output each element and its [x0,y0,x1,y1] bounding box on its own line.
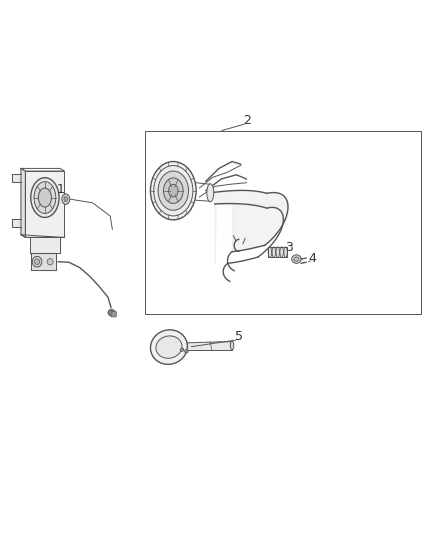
Ellipse shape [64,197,67,201]
Ellipse shape [108,310,115,316]
Ellipse shape [268,247,272,257]
Text: 2: 2 [244,114,251,127]
FancyBboxPatch shape [111,312,116,317]
Ellipse shape [276,247,279,257]
Polygon shape [25,171,64,237]
Ellipse shape [62,194,70,205]
Ellipse shape [154,165,193,216]
Polygon shape [21,168,25,237]
Ellipse shape [31,177,59,217]
Ellipse shape [185,350,188,353]
Ellipse shape [156,336,182,358]
Ellipse shape [32,256,42,267]
Polygon shape [31,253,56,270]
Ellipse shape [272,247,276,257]
Ellipse shape [180,348,184,351]
Ellipse shape [294,257,299,261]
Ellipse shape [150,161,196,220]
Ellipse shape [292,255,301,263]
Text: 3: 3 [285,241,293,254]
Ellipse shape [34,182,56,214]
Text: 1: 1 [56,183,64,196]
Polygon shape [30,237,60,253]
Ellipse shape [151,330,187,365]
Ellipse shape [207,184,214,202]
Bar [145,131,421,314]
Ellipse shape [230,341,234,350]
Text: 5: 5 [235,330,243,343]
Ellipse shape [47,259,53,265]
Ellipse shape [284,247,287,257]
Ellipse shape [163,178,183,204]
Ellipse shape [39,188,51,207]
Polygon shape [12,219,21,227]
Polygon shape [12,174,21,182]
Ellipse shape [158,171,188,211]
Ellipse shape [169,184,178,197]
Text: 4: 4 [309,252,317,265]
Ellipse shape [280,247,283,257]
Ellipse shape [35,259,40,264]
